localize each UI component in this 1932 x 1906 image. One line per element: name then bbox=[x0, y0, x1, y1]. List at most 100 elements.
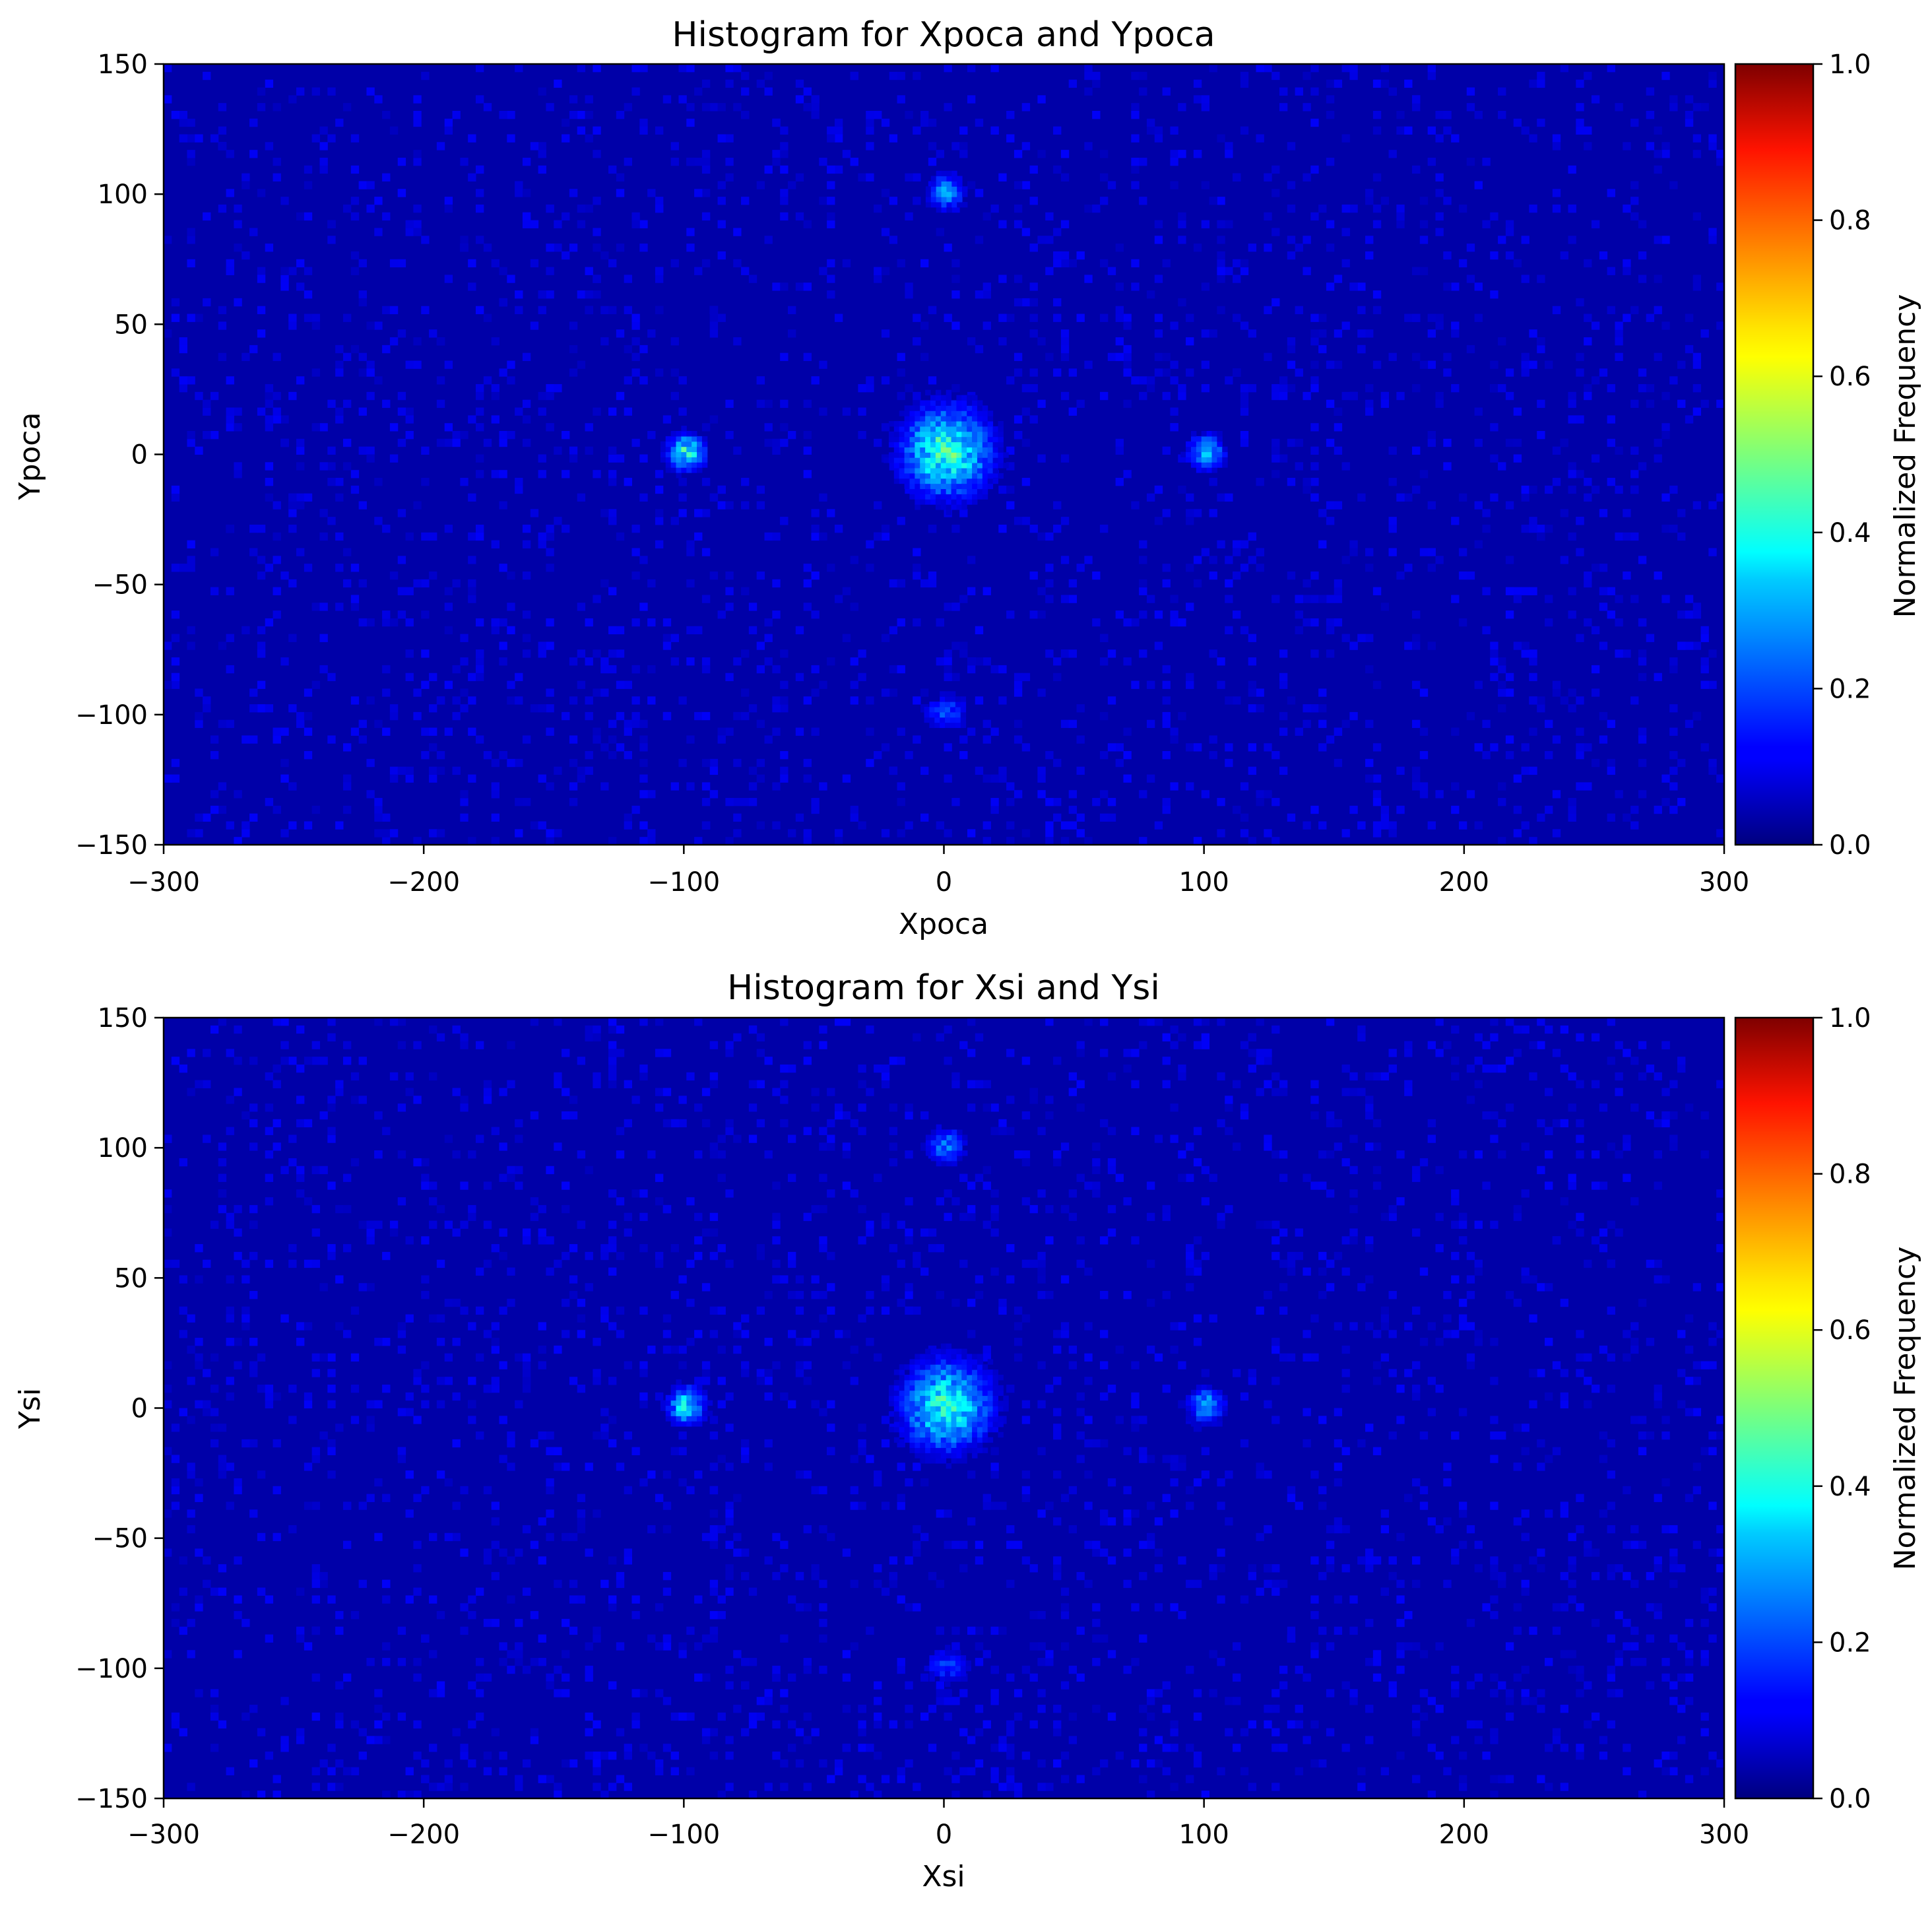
heatmap-bin bbox=[413, 205, 421, 213]
heatmap-bin bbox=[1077, 1627, 1085, 1635]
heatmap-bin bbox=[296, 447, 304, 455]
heatmap-bin bbox=[1389, 1205, 1397, 1213]
heatmap-bin bbox=[990, 1205, 998, 1213]
heatmap-bin bbox=[663, 1205, 671, 1213]
heatmap-bin bbox=[956, 395, 961, 401]
heatmap-bin bbox=[1576, 517, 1584, 525]
heatmap-bin bbox=[804, 1470, 812, 1478]
heatmap-bin bbox=[945, 723, 950, 728]
heatmap-bin bbox=[967, 411, 972, 416]
heatmap-bin bbox=[660, 447, 666, 452]
heatmap-bin bbox=[936, 411, 941, 416]
heatmap-bin bbox=[1287, 1486, 1295, 1494]
heatmap-bin bbox=[942, 176, 947, 181]
heatmap-bin bbox=[941, 405, 946, 411]
heatmap-bin bbox=[1211, 431, 1217, 436]
heatmap-bin bbox=[257, 681, 265, 689]
heatmap-bin bbox=[608, 1065, 616, 1072]
heatmap-bin bbox=[1326, 400, 1334, 408]
heatmap-bin bbox=[1669, 657, 1677, 665]
heatmap-bin bbox=[905, 1682, 913, 1690]
heatmap-bin bbox=[765, 533, 773, 541]
heatmap-bin bbox=[382, 1642, 390, 1650]
heatmap-bin bbox=[1412, 267, 1420, 275]
heatmap-bin bbox=[956, 437, 961, 442]
heatmap-bin bbox=[961, 707, 966, 712]
heatmap-bin bbox=[1303, 267, 1310, 275]
heatmap-bin bbox=[562, 119, 569, 127]
heatmap-bin bbox=[453, 1393, 461, 1400]
heatmap-bin bbox=[1287, 142, 1295, 150]
heatmap-bin bbox=[1155, 329, 1163, 337]
heatmap-bin bbox=[390, 455, 398, 463]
heatmap-bin bbox=[1147, 119, 1155, 127]
heatmap-bin bbox=[468, 533, 476, 541]
heatmap-bin bbox=[972, 442, 977, 447]
heatmap-bin bbox=[998, 767, 1006, 775]
heatmap-bin bbox=[882, 1283, 889, 1291]
heatmap-bin bbox=[1475, 1260, 1483, 1268]
heatmap-bin bbox=[413, 688, 421, 696]
heatmap-bin bbox=[929, 707, 934, 712]
heatmap-bin bbox=[460, 657, 468, 665]
heatmap-bin bbox=[718, 220, 726, 228]
heatmap-bin bbox=[941, 447, 946, 452]
heatmap-bin bbox=[585, 267, 593, 275]
heatmap-bin bbox=[874, 205, 882, 213]
heatmap-bin bbox=[694, 1236, 702, 1244]
heatmap-bin bbox=[899, 421, 905, 426]
heatmap-bin bbox=[1279, 87, 1287, 95]
heatmap-bin bbox=[1708, 72, 1716, 80]
heatmap-bin bbox=[725, 1572, 733, 1580]
heatmap-bin bbox=[972, 432, 977, 437]
heatmap-bin bbox=[1295, 626, 1303, 634]
heatmap-bin bbox=[249, 1705, 257, 1713]
heatmap-bin bbox=[909, 457, 915, 463]
heatmap-bin bbox=[1404, 564, 1412, 572]
heatmap-bin bbox=[936, 390, 941, 395]
heatmap-bin bbox=[257, 572, 265, 579]
heatmap-bin bbox=[942, 171, 947, 176]
heatmap-bin bbox=[1615, 337, 1623, 345]
heatmap-bin bbox=[1428, 641, 1436, 649]
heatmap-bin bbox=[460, 1603, 468, 1611]
heatmap-bin bbox=[390, 712, 398, 720]
heatmap-bin bbox=[1545, 1026, 1553, 1034]
heatmap-bin bbox=[1131, 1416, 1139, 1424]
heatmap-bin bbox=[905, 1556, 913, 1564]
heatmap-bin bbox=[811, 1275, 819, 1283]
heatmap-bin bbox=[962, 202, 967, 207]
heatmap-bin bbox=[359, 298, 367, 306]
heatmap-bin bbox=[359, 618, 367, 626]
heatmap-bin bbox=[1334, 618, 1342, 626]
heatmap-bin bbox=[915, 489, 920, 494]
heatmap-bin bbox=[288, 509, 296, 517]
heatmap-bin bbox=[961, 457, 967, 463]
heatmap-bin bbox=[1459, 1221, 1467, 1229]
heatmap-bin bbox=[1584, 618, 1592, 626]
heatmap-bin bbox=[882, 1775, 889, 1783]
y-tick-label: −150 bbox=[75, 830, 148, 861]
heatmap-bin bbox=[398, 1447, 406, 1455]
heatmap-bin bbox=[546, 1478, 554, 1486]
heatmap-bin bbox=[577, 1595, 585, 1603]
heatmap-bin bbox=[804, 1057, 812, 1065]
heatmap-bin bbox=[492, 392, 499, 400]
heatmap-bin bbox=[554, 447, 562, 455]
heatmap-bin bbox=[1654, 1181, 1662, 1189]
heatmap-bin bbox=[1490, 1221, 1498, 1229]
heatmap-bin bbox=[1334, 423, 1342, 431]
heatmap-bin bbox=[741, 197, 749, 205]
heatmap-bin bbox=[1069, 1072, 1077, 1080]
heatmap-bin bbox=[1037, 533, 1045, 541]
heatmap-bin bbox=[538, 533, 546, 541]
heatmap-bin bbox=[335, 415, 343, 423]
heatmap-bin bbox=[749, 1791, 757, 1798]
heatmap-bin bbox=[804, 696, 812, 704]
heatmap-bin bbox=[507, 361, 515, 369]
heatmap-bin bbox=[1108, 649, 1116, 657]
heatmap-bin bbox=[982, 421, 988, 426]
heatmap-bin bbox=[1342, 634, 1350, 642]
heatmap-bin bbox=[1373, 829, 1381, 837]
heatmap-bin bbox=[218, 641, 226, 649]
